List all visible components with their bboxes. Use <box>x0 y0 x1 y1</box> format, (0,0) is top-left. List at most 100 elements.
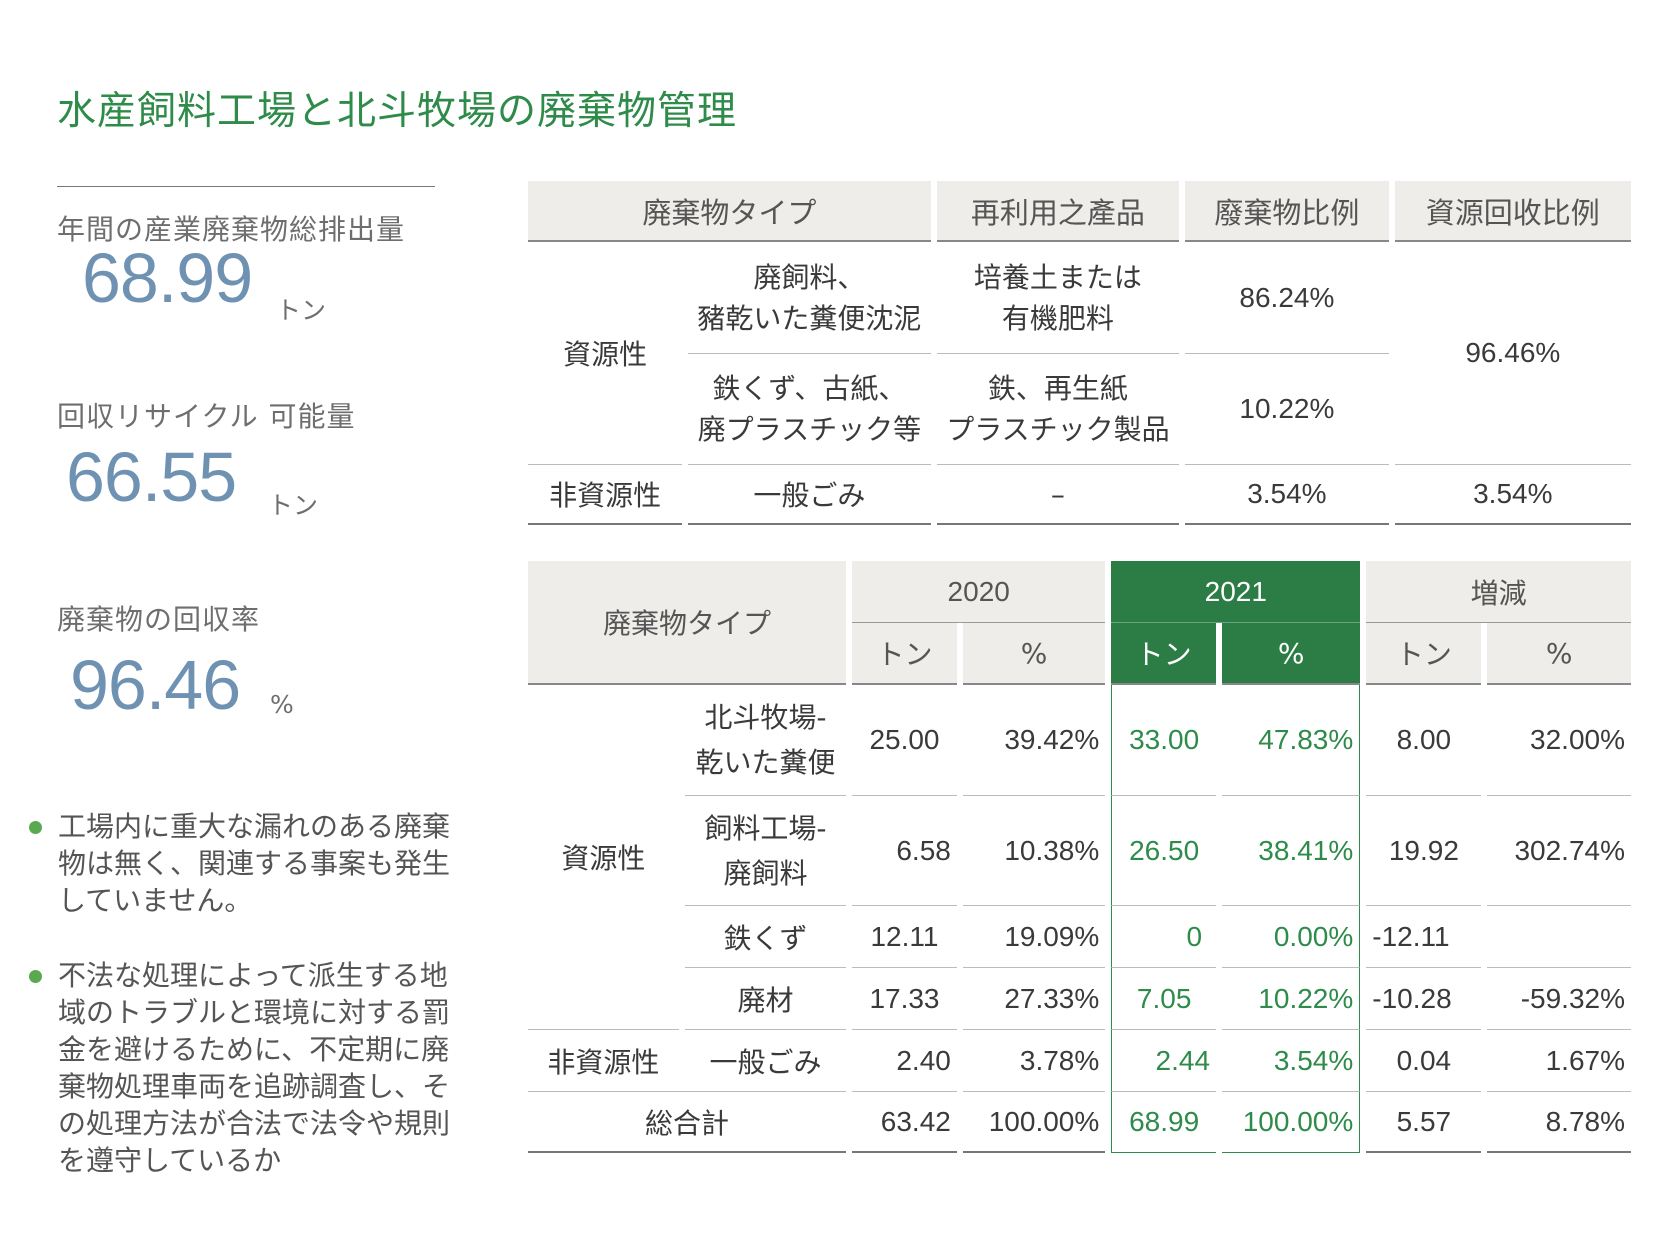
notes-list: 工場内に重大な漏れのある廃棄物は無く、関連する事案も発生していません。 不法な処… <box>24 808 469 1217</box>
pct-change: -59.32% <box>1487 967 1631 1029</box>
category-non-resource: 非資源性 <box>528 464 683 525</box>
waste-comparison-table: 廃棄物タイプ 2020 2021 増減 トン % トン % トン % 資源性 北… <box>522 561 1637 1153</box>
pct-2021: 0.00% <box>1222 905 1361 967</box>
waste-type-table: 廃棄物タイプ 再利用之產品 廢棄物比例 資源回收比例 資源性 廃飼料、豬乾いた糞… <box>522 181 1637 525</box>
ton-2020: 12.11 <box>852 905 957 967</box>
ton-change: -10.28 <box>1366 967 1482 1029</box>
note-text: 不法な処理によって派生する地域のトラブルと環境に対する罰金を避けるために、不定期… <box>58 959 451 1177</box>
category-resource: 資源性 <box>563 338 648 371</box>
header-reuse-product: 再利用之產品 <box>936 181 1180 242</box>
table-row: 資源性 北斗牧場- 乾いた糞便 25.00 39.42% 33.00 47.83%… <box>528 685 1631 875</box>
waste-type-line: 乾いた糞便 <box>695 746 836 779</box>
pct-2020: 19.09% <box>962 905 1106 967</box>
bullet-dot-icon <box>29 821 42 834</box>
waste-type-cell: 廃材 <box>684 967 847 1029</box>
reuse-product-cell: 鉄、再生紙プラスチック製品 <box>936 353 1180 464</box>
stat-value-total-waste: 68.99 <box>82 239 253 317</box>
reuse-product-cell: – <box>936 464 1180 525</box>
pct-change: 32.00% <box>1530 724 1625 755</box>
stat-label-recovery-rate: 廃棄物の回収率 <box>57 603 261 636</box>
pct-2021: 38.41% <box>1222 795 1361 905</box>
header-year-2020: 2020 <box>852 561 1106 623</box>
waste-type-line: 廃飼料、 <box>753 260 866 294</box>
pct-change: 302.74% <box>1487 795 1631 905</box>
waste-ratio-cell: 10.22% <box>1185 353 1389 464</box>
waste-type-line: 廃飼料 <box>723 856 808 890</box>
waste-type-cell: 廃飼料、豬乾いた糞便沈泥 <box>688 242 931 353</box>
table-row: 廃材 17.33 27.33% 7.05 10.22% -10.28 -59.3… <box>528 967 1631 1029</box>
note-item: 工場内に重大な漏れのある廃棄物は無く、関連する事案も発生していません。 <box>24 808 469 919</box>
ton-2020: 63.42 <box>852 1091 957 1153</box>
header-change: 増減 <box>1366 561 1631 623</box>
ton-change: 8.00 <box>1396 724 1452 755</box>
ton-2021: 7.05 <box>1111 967 1217 1029</box>
waste-type-cell: 北斗牧場- 乾いた糞便 <box>685 685 846 795</box>
stat-unit-total-waste: トン <box>276 296 327 325</box>
table-row-total: 総合計 63.42 100.00% 68.99 100.00% 5.57 8.7… <box>528 1091 1631 1153</box>
table-row: 鉄くず 12.11 19.09% 0 0.00% -12.11 <box>528 905 1631 967</box>
bullet-dot-icon <box>29 970 42 983</box>
header-waste-type: 廃棄物タイプ <box>528 561 847 685</box>
page-title: 水産飼料工場と北斗牧場の廃棄物管理 <box>57 89 738 134</box>
header-waste-ratio: 廢棄物比例 <box>1185 181 1389 242</box>
note-item: 不法な処理によって派生する地域のトラブルと環境に対する罰金を避けるために、不定期… <box>24 957 469 1179</box>
waste-type-cell: 飼料工場- 廃飼料 <box>684 795 847 905</box>
pct-change <box>1487 905 1631 967</box>
waste-type-cell: 鉄くず、古紙、 廃プラスチック等 <box>688 353 931 464</box>
header-ton: トン <box>1366 623 1482 685</box>
waste-type-line: 北斗牧場- <box>704 701 827 734</box>
header-ton: トン <box>852 623 957 685</box>
ton-2020: 25.00 <box>869 724 940 755</box>
pct-2021: 100.00% <box>1222 1091 1361 1153</box>
reuse-product-line: プラスチック製品 <box>946 413 1170 446</box>
waste-type-cell: 鉄くず <box>684 905 847 967</box>
waste-type-cell: 一般ごみ <box>688 464 931 525</box>
waste-ratio-cell: 3.54% <box>1185 464 1389 525</box>
ton-change: 5.57 <box>1366 1091 1482 1153</box>
pct-2020: 10.38% <box>962 795 1106 905</box>
divider <box>57 186 435 187</box>
ton-change: 0.04 <box>1366 1029 1482 1091</box>
waste-ratio-cell: 86.24% <box>1239 281 1335 313</box>
category-non-resource: 非資源性 <box>528 1029 679 1091</box>
stat-value-recyclable: 66.55 <box>66 438 237 516</box>
ton-2020: 6.58 <box>852 795 957 905</box>
waste-type-line: 廃プラスチック等 <box>697 413 922 446</box>
header-percent: % <box>1222 623 1361 685</box>
ton-2021: 68.99 <box>1111 1091 1217 1153</box>
header-ton: トン <box>1111 623 1217 685</box>
stat-value-recovery-rate: 96.46 <box>70 646 241 724</box>
waste-type-line: 豬乾いた糞便沈泥 <box>697 301 922 335</box>
pct-2020: 100.00% <box>962 1091 1106 1153</box>
ton-change: -12.11 <box>1366 905 1482 967</box>
ton-2021: 26.50 <box>1111 795 1217 905</box>
waste-type-cell: 一般ごみ <box>684 1029 847 1091</box>
waste-type-line: 鉄くず、古紙、 <box>712 372 907 405</box>
ton-2020: 17.33 <box>852 967 957 1029</box>
pct-change: 8.78% <box>1487 1091 1631 1153</box>
pct-2021: 47.83% <box>1222 685 1361 795</box>
category-resource: 資源性 <box>561 842 646 875</box>
header-waste-type: 廃棄物タイプ <box>528 181 931 242</box>
reuse-product-line: 有機肥料 <box>1001 301 1114 335</box>
pct-2020: 39.42% <box>1004 724 1100 755</box>
table-row: 非資源性 一般ごみ 2.40 3.78% 2.44 3.54% 0.04 1.6… <box>528 1029 1631 1091</box>
ton-2021: 33.00 <box>1111 685 1216 795</box>
ton-2021: 2.44 <box>1111 1029 1217 1091</box>
waste-type-line: 飼料工場- <box>704 811 827 845</box>
recovery-ratio-cell: 3.54% <box>1394 464 1631 525</box>
pct-2020: 27.33% <box>962 967 1106 1029</box>
recovery-ratio-cell: 96.46% <box>1465 337 1561 368</box>
ton-2021: 0 <box>1111 905 1217 967</box>
note-text: 工場内に重大な漏れのある廃棄物は無く、関連する事案も発生していません。 <box>58 810 451 917</box>
pct-2020: 3.78% <box>962 1029 1106 1091</box>
header-percent: % <box>1487 623 1631 685</box>
reuse-product-line: 鉄、再生紙 <box>987 372 1128 405</box>
header-recovery-ratio: 資源回收比例 <box>1394 181 1631 242</box>
pct-change: 1.67% <box>1487 1029 1631 1091</box>
header-percent: % <box>962 623 1106 685</box>
pct-2021: 10.22% <box>1222 967 1361 1029</box>
header-year-2021: 2021 <box>1111 561 1361 623</box>
ton-2020: 2.40 <box>852 1029 957 1091</box>
reuse-product-cell: 培養土または 有機肥料 <box>937 242 1180 353</box>
